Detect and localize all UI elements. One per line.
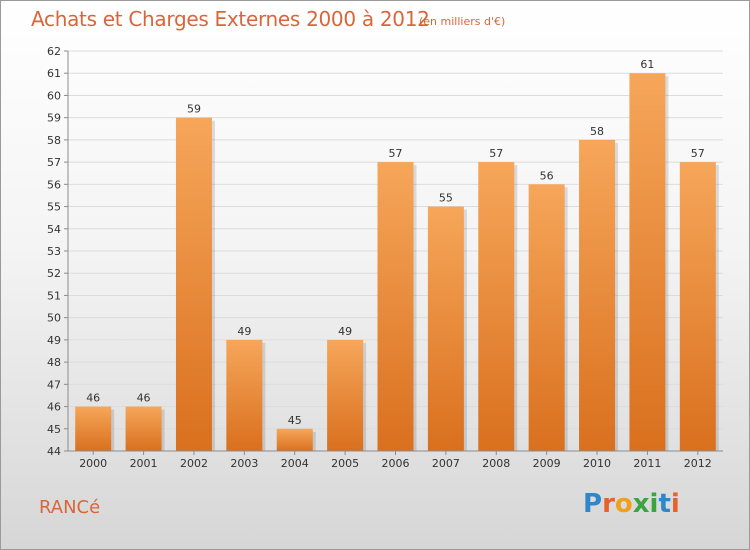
x-tick-label: 2011 xyxy=(633,457,661,470)
y-tick-label: 49 xyxy=(47,334,61,347)
x-tick-label: 2005 xyxy=(331,457,359,470)
data-label: 56 xyxy=(540,169,554,182)
data-label: 57 xyxy=(489,147,503,160)
y-tick-label: 44 xyxy=(47,445,61,458)
x-tick-label: 2006 xyxy=(382,457,410,470)
x-tick-label: 2003 xyxy=(230,457,258,470)
bar xyxy=(377,162,414,451)
y-tick-label: 57 xyxy=(47,156,61,169)
y-tick-label: 55 xyxy=(47,201,61,214)
bar xyxy=(579,139,616,451)
bar xyxy=(629,73,666,451)
y-tick-label: 51 xyxy=(47,289,61,302)
x-tick-label: 2010 xyxy=(583,457,611,470)
chart-subtitle: (en milliers d'€) xyxy=(419,15,506,28)
bar xyxy=(125,406,162,451)
bar xyxy=(175,117,212,452)
y-tick-label: 52 xyxy=(47,267,61,280)
x-tick-label: 2012 xyxy=(684,457,712,470)
data-label: 46 xyxy=(137,392,151,405)
y-tick-label: 50 xyxy=(47,312,61,325)
y-tick-label: 54 xyxy=(47,223,61,236)
x-tick-label: 2009 xyxy=(533,457,561,470)
data-label: 57 xyxy=(691,147,705,160)
x-tick-label: 2001 xyxy=(130,457,158,470)
x-tick-label: 2008 xyxy=(482,457,510,470)
x-tick-label: 2000 xyxy=(79,457,107,470)
bar xyxy=(226,339,263,451)
brand-letter: o xyxy=(614,489,633,519)
brand-letter: t xyxy=(658,489,671,519)
data-label: 58 xyxy=(590,125,604,138)
data-label: 46 xyxy=(86,392,100,405)
x-tick-label: 2007 xyxy=(432,457,460,470)
bar xyxy=(478,162,515,451)
brand-letter: i xyxy=(649,489,659,519)
data-label: 57 xyxy=(389,147,403,160)
y-tick-label: 59 xyxy=(47,112,61,125)
y-tick-label: 60 xyxy=(47,89,61,102)
data-label: 49 xyxy=(338,325,352,338)
commune-name: RANCé xyxy=(39,497,101,518)
y-tick-label: 48 xyxy=(47,356,61,369)
brand-letter: x xyxy=(632,489,650,519)
y-tick-label: 53 xyxy=(47,245,61,258)
y-tick-label: 56 xyxy=(47,178,61,191)
y-tick-label: 47 xyxy=(47,378,61,391)
bar xyxy=(679,162,716,451)
data-label: 55 xyxy=(439,192,453,205)
data-label: 61 xyxy=(640,58,654,71)
brand-letter: P xyxy=(583,489,603,519)
proxiti-logo: Proxiti xyxy=(583,489,680,519)
y-tick-label: 46 xyxy=(47,401,61,414)
chart-title: Achats et Charges Externes 2000 à 2012 xyxy=(31,7,430,31)
bar xyxy=(427,206,464,451)
brand-letter: r xyxy=(602,489,615,519)
y-tick-label: 58 xyxy=(47,134,61,147)
brand-letter: i xyxy=(670,489,680,519)
data-label: 49 xyxy=(237,325,251,338)
y-tick-label: 45 xyxy=(47,423,61,436)
data-label: 45 xyxy=(288,414,302,427)
x-tick-label: 2004 xyxy=(281,457,309,470)
bar xyxy=(327,339,364,451)
bar xyxy=(276,428,313,451)
bar xyxy=(75,406,112,451)
data-label: 59 xyxy=(187,103,201,116)
bar xyxy=(528,184,565,452)
y-tick-label: 61 xyxy=(47,67,61,80)
y-tick-label: 62 xyxy=(47,45,61,58)
x-tick-label: 2002 xyxy=(180,457,208,470)
